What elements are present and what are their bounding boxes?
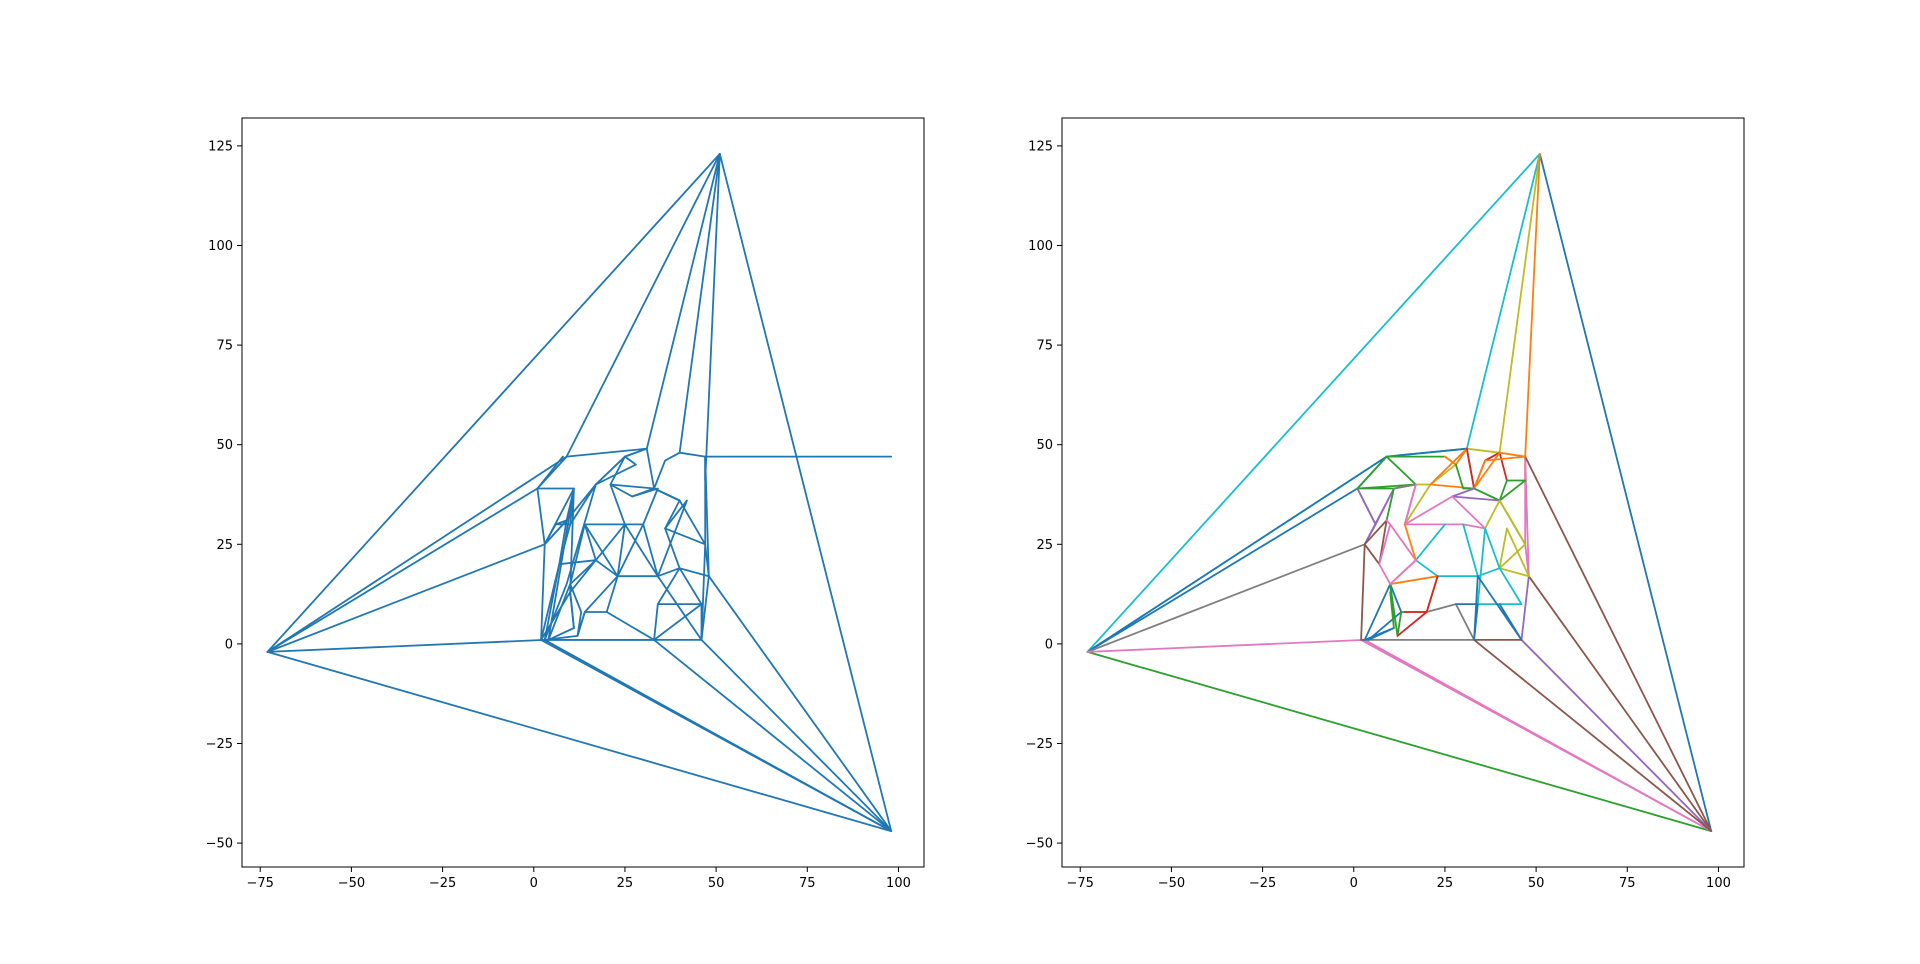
y-tick-label: 75 <box>1036 339 1053 354</box>
y-tick-label: 0 <box>225 637 233 652</box>
y-axis: −50 −25 0 25 50 75 100 125 <box>1026 139 1062 852</box>
mesh-series-line <box>1378 519 1417 566</box>
mesh-series-line <box>1086 651 1713 832</box>
mesh-series-line <box>1356 487 1395 546</box>
mesh-series-line <box>1363 603 1475 641</box>
mesh-series-line <box>1538 152 1713 832</box>
mesh-edges <box>1086 152 1713 832</box>
x-tick-label: 50 <box>1528 876 1545 891</box>
x-axis: −75 −50 −25 0 25 50 75 100 <box>247 867 911 891</box>
y-tick-label: 100 <box>208 239 233 254</box>
axes-frame <box>241 117 925 868</box>
x-tick-label: 50 <box>708 876 725 891</box>
y-tick-label: 75 <box>216 339 233 354</box>
mesh-series-line <box>266 152 893 832</box>
mesh-series-line <box>540 483 707 641</box>
mesh-series-line <box>1363 519 1388 566</box>
x-tick-label: 75 <box>1619 876 1636 891</box>
y-tick-label: −50 <box>1026 837 1053 852</box>
y-tick-label: 125 <box>208 139 233 154</box>
y-tick-label: 50 <box>1036 438 1053 453</box>
mesh-series-line <box>1086 639 1713 832</box>
mesh-edges <box>266 152 893 832</box>
mesh-series-line <box>1473 451 1527 490</box>
x-tick-label: −50 <box>338 876 365 891</box>
mesh-series-line <box>543 499 703 641</box>
axes-frame <box>1061 117 1745 868</box>
mesh-series-line <box>1378 559 1417 585</box>
mesh-series-line <box>1360 543 1366 641</box>
y-tick-label: 0 <box>1045 637 1053 652</box>
right-subplot: −75 −50 −25 0 25 50 75 100 −50 −25 0 25 50 75 100 125 <box>1026 117 1745 891</box>
y-tick-label: −50 <box>206 837 233 852</box>
mesh-series-line <box>565 152 721 458</box>
x-tick-label: 0 <box>1350 876 1358 891</box>
y-tick-label: 25 <box>1036 538 1053 553</box>
x-tick-label: −25 <box>1249 876 1276 891</box>
mesh-series-line <box>1363 583 1403 641</box>
mesh-series-line <box>1524 455 1530 578</box>
y-tick-label: 125 <box>1028 139 1053 154</box>
mesh-series-line <box>1476 527 1523 605</box>
y-tick-label: 25 <box>216 538 233 553</box>
x-tick-label: −75 <box>247 876 274 891</box>
mesh-series-line <box>1524 455 1713 832</box>
y-tick-label: −25 <box>206 737 233 752</box>
left-subplot: −75 −50 −25 0 25 50 75 100 −50 −25 0 25 50 75 100 125 <box>206 117 925 891</box>
mesh-series-line <box>1389 583 1406 637</box>
x-tick-label: −50 <box>1158 876 1185 891</box>
mesh-series-line <box>1414 523 1479 578</box>
x-tick-label: 75 <box>799 876 816 891</box>
mesh-series-line <box>605 523 710 641</box>
y-tick-label: 100 <box>1028 239 1053 254</box>
x-tick-label: 25 <box>617 876 634 891</box>
x-tick-label: 100 <box>886 876 911 891</box>
mesh-series-line <box>543 487 575 641</box>
x-tick-label: 100 <box>1706 876 1731 891</box>
y-tick-label: 50 <box>216 438 233 453</box>
mesh-series-line <box>543 523 703 641</box>
mesh-series-line <box>1396 575 1439 637</box>
x-tick-label: 25 <box>1437 876 1454 891</box>
mesh-series-line <box>1455 575 1523 641</box>
x-tick-label: −75 <box>1067 876 1094 891</box>
y-axis: −50 −25 0 25 50 75 100 125 <box>206 139 242 852</box>
x-axis: −75 −50 −25 0 25 50 75 100 <box>1067 867 1731 891</box>
x-tick-label: −25 <box>429 876 456 891</box>
y-tick-label: −25 <box>1026 737 1053 752</box>
x-tick-label: 0 <box>530 876 538 891</box>
